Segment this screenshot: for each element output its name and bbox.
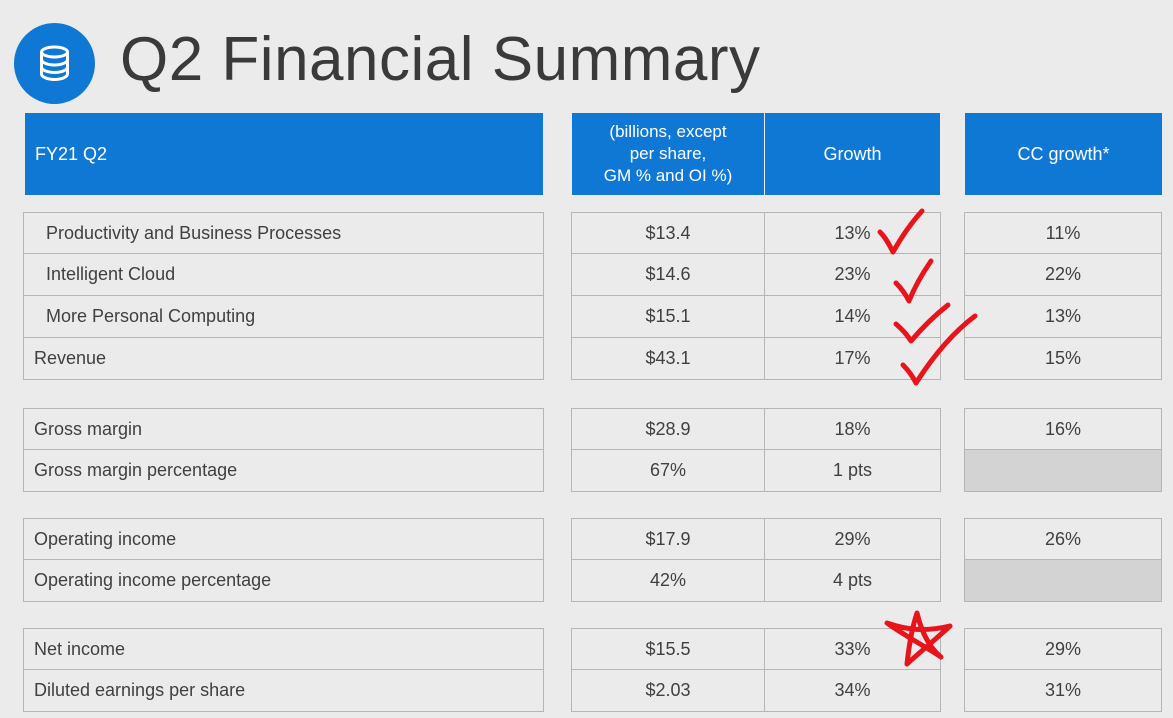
table-row: More Personal Computing $15.1 14% 13%: [0, 296, 1173, 338]
header-growth: Growth: [765, 113, 940, 195]
row-label: Net income: [23, 628, 544, 670]
row-growth: 1 pts: [764, 450, 941, 492]
table-row: Operating income percentage 42% 4 pts: [0, 560, 1173, 602]
row-value: $15.1: [571, 296, 765, 338]
row-label: Operating income percentage: [23, 560, 544, 602]
row-growth: 13%: [764, 212, 941, 254]
row-value: $28.9: [571, 408, 765, 450]
row-label: Gross margin percentage: [23, 450, 544, 492]
row-cc-growth: 22%: [964, 254, 1162, 296]
row-value: $14.6: [571, 254, 765, 296]
row-cc-growth: 16%: [964, 408, 1162, 450]
row-value: $17.9: [571, 518, 765, 560]
row-label: Intelligent Cloud: [23, 254, 544, 296]
page-title: Q2 Financial Summary: [120, 25, 761, 94]
header-cc-growth: CC growth*: [965, 113, 1162, 195]
row-growth: 17%: [764, 338, 941, 380]
table-row: Gross margin percentage 67% 1 pts: [0, 450, 1173, 492]
row-value: $13.4: [571, 212, 765, 254]
row-growth: 4 pts: [764, 560, 941, 602]
row-label: Diluted earnings per share: [23, 670, 544, 712]
table-row: Gross margin $28.9 18% 16%: [0, 408, 1173, 450]
row-label: More Personal Computing: [23, 296, 544, 338]
row-growth: 33%: [764, 628, 941, 670]
row-label: Gross margin: [23, 408, 544, 450]
table-row: Revenue $43.1 17% 15%: [0, 338, 1173, 380]
row-cc-growth: 29%: [964, 628, 1162, 670]
row-growth: 18%: [764, 408, 941, 450]
row-growth: 14%: [764, 296, 941, 338]
row-value: $2.03: [571, 670, 765, 712]
table-row: Net income $15.5 33% 29%: [0, 628, 1173, 670]
row-value: 42%: [571, 560, 765, 602]
row-label: Productivity and Business Processes: [23, 212, 544, 254]
row-cc-growth: 31%: [964, 670, 1162, 712]
row-cc-growth: 26%: [964, 518, 1162, 560]
row-growth: 29%: [764, 518, 941, 560]
row-growth: 23%: [764, 254, 941, 296]
row-cc-growth: 13%: [964, 296, 1162, 338]
header-units-line1: (billions, except: [609, 122, 727, 141]
row-cc-growth: [964, 450, 1162, 492]
header-period: FY21 Q2: [25, 113, 543, 195]
logo: [14, 23, 95, 104]
row-value: $43.1: [571, 338, 765, 380]
row-growth: 34%: [764, 670, 941, 712]
database-icon: [40, 45, 69, 82]
header-units: (billions, except per share, GM % and OI…: [572, 113, 764, 195]
table-row: Operating income $17.9 29% 26%: [0, 518, 1173, 560]
table-row: Diluted earnings per share $2.03 34% 31%: [0, 670, 1173, 712]
header-units-line2: per share,: [629, 144, 707, 163]
row-value: $15.5: [571, 628, 765, 670]
row-label: Revenue: [23, 338, 544, 380]
row-label: Operating income: [23, 518, 544, 560]
row-value: 67%: [571, 450, 765, 492]
table-row: Productivity and Business Processes $13.4…: [0, 212, 1173, 254]
row-cc-growth: 11%: [964, 212, 1162, 254]
row-cc-growth: [964, 560, 1162, 602]
table-row: Intelligent Cloud $14.6 23% 22%: [0, 254, 1173, 296]
header-units-line3: GM % and OI %): [603, 166, 733, 185]
row-cc-growth: 15%: [964, 338, 1162, 380]
